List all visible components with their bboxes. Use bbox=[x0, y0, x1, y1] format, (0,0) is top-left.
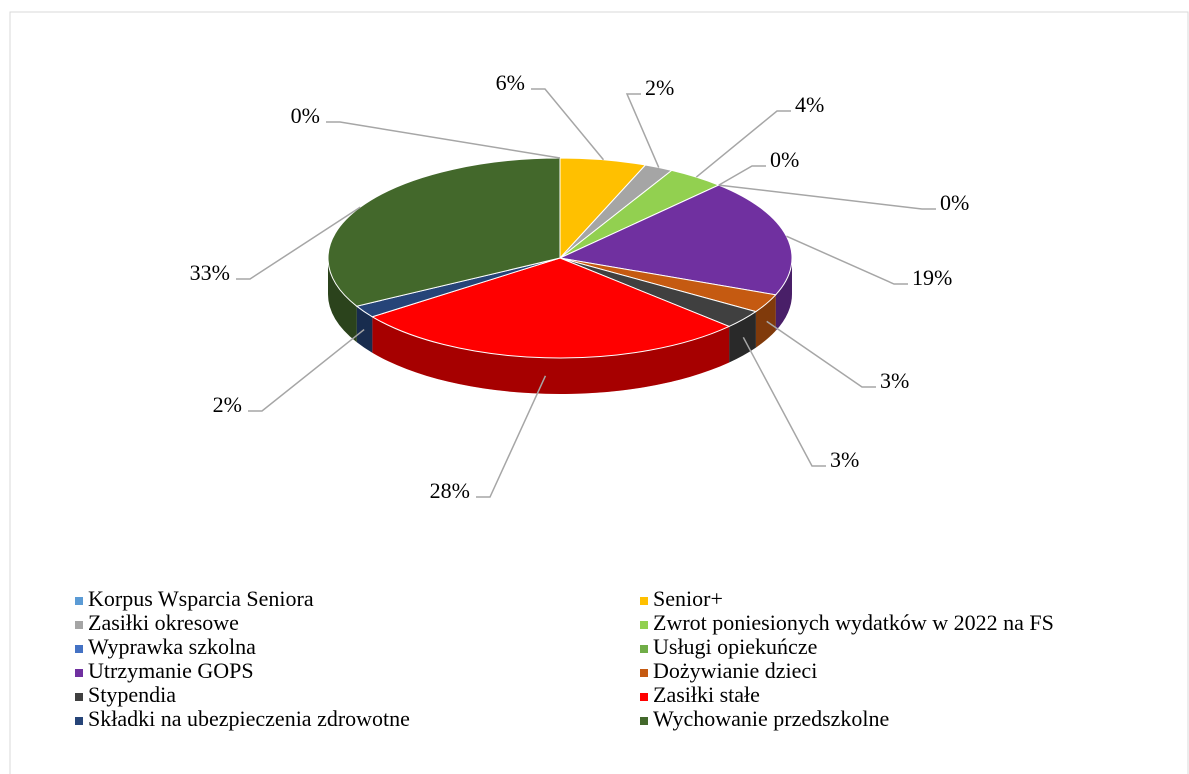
legend-label: Usługi opiekuńcze bbox=[653, 634, 817, 659]
leader-line bbox=[786, 235, 908, 285]
leader-line bbox=[248, 328, 365, 412]
legend-label: Wychowanie przedszkolne bbox=[653, 706, 889, 731]
data-label: 0% bbox=[770, 147, 799, 172]
legend-label: Zwrot poniesionych wydatków w 2022 na FS bbox=[653, 610, 1054, 635]
legend-swatch bbox=[640, 717, 648, 725]
slice-side bbox=[328, 258, 357, 343]
legend-swatch bbox=[640, 597, 648, 605]
leader-line bbox=[718, 184, 936, 210]
legend-label: Dożywianie dzieci bbox=[653, 658, 817, 683]
data-label: 28% bbox=[430, 478, 470, 503]
leader-line bbox=[742, 336, 826, 467]
slice-side-shade bbox=[372, 316, 730, 395]
legend-swatch bbox=[75, 669, 83, 677]
data-label: 2% bbox=[213, 392, 242, 417]
slice-side bbox=[775, 258, 792, 331]
legend-swatch bbox=[640, 621, 648, 629]
legend-swatch bbox=[75, 621, 83, 629]
slice-side-shade bbox=[328, 258, 357, 343]
data-label: 3% bbox=[830, 447, 859, 472]
leader-line bbox=[718, 165, 766, 186]
leader-line bbox=[236, 206, 361, 280]
slice bbox=[558, 184, 793, 296]
slice-side-shade bbox=[775, 258, 792, 331]
data-label: 0% bbox=[940, 190, 969, 215]
legend-swatch bbox=[75, 717, 83, 725]
legend-label: Utrzymanie GOPS bbox=[88, 658, 254, 683]
leader-line bbox=[695, 110, 791, 178]
data-label: 3% bbox=[880, 368, 909, 393]
leader-line bbox=[625, 93, 660, 168]
slice-side bbox=[356, 306, 373, 353]
slice-side-shade bbox=[356, 306, 373, 353]
slice-side bbox=[755, 294, 776, 348]
legend-label: Korpus Wsparcia Seniora bbox=[88, 586, 314, 611]
data-label: 0% bbox=[291, 103, 320, 128]
slice bbox=[327, 157, 561, 307]
data-label: 6% bbox=[496, 70, 525, 95]
legend-swatch bbox=[75, 597, 83, 605]
legend-label: Zasiłki okresowe bbox=[88, 610, 239, 635]
legend-label: Wyprawka szkolna bbox=[88, 634, 256, 659]
slice-side-shade bbox=[755, 294, 776, 348]
data-label: 4% bbox=[795, 92, 824, 117]
legend-swatch bbox=[75, 693, 83, 701]
leader-line bbox=[766, 320, 876, 388]
leader-line bbox=[476, 375, 547, 498]
legend-swatch bbox=[75, 645, 83, 653]
legend-label: Składki na ubezpieczenia zdrowotne bbox=[88, 706, 410, 731]
data-label: 33% bbox=[190, 260, 230, 285]
legend-swatch bbox=[640, 669, 648, 677]
legend-label: Zasiłki stałe bbox=[653, 682, 760, 707]
legend-label: Stypendia bbox=[88, 682, 176, 707]
data-label: 2% bbox=[645, 75, 674, 100]
legend-label: Senior+ bbox=[653, 586, 723, 611]
slice-side bbox=[372, 316, 730, 395]
leader-line bbox=[531, 88, 605, 161]
data-label: 19% bbox=[912, 265, 952, 290]
legend-swatch bbox=[640, 693, 648, 701]
leader-line bbox=[326, 121, 561, 159]
slice bbox=[371, 257, 731, 359]
legend-swatch bbox=[640, 645, 648, 653]
chart-frame bbox=[9, 11, 1189, 774]
